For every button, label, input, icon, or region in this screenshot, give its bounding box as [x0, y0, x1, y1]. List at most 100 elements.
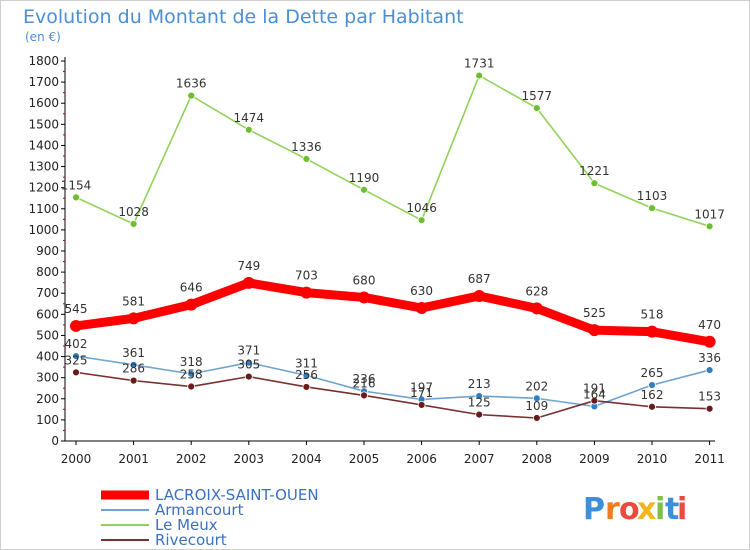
y-tick-label: 1700 [28, 75, 59, 89]
data-label-rivecourt: 258 [180, 368, 203, 382]
data-point-le-meux [705, 222, 714, 231]
x-tick-label: 2003 [234, 452, 265, 466]
series-line-rivecourt [75, 371, 711, 419]
data-label-le-meux: 1636 [176, 77, 207, 91]
data-point-rivecourt [532, 414, 541, 422]
data-label-armancourt: 361 [122, 346, 145, 360]
data-point-rivecourt [302, 383, 311, 391]
data-point-rivecourt [360, 391, 368, 400]
data-point-armancourt [244, 358, 253, 367]
y-tick-label: 1100 [28, 202, 59, 216]
x-tick-label: 2005 [349, 452, 380, 466]
data-label-le-meux: 1028 [118, 205, 149, 219]
data-label-rivecourt: 325 [65, 353, 88, 367]
y-tick-label: 600 [36, 307, 59, 321]
data-point-armancourt [532, 394, 541, 403]
y-tick-label: 900 [36, 244, 59, 258]
chart-subtitle: (en €) [25, 30, 61, 44]
y-tick-label: 1800 [28, 54, 59, 68]
x-tick-label: 2002 [176, 452, 207, 466]
data-label-lacroix-saint-ouen: 630 [410, 284, 433, 298]
y-tick-label: 1300 [28, 160, 59, 174]
data-point-lacroix-saint-ouen [530, 302, 543, 315]
data-label-lacroix-saint-ouen: 581 [122, 294, 145, 308]
data-label-le-meux: 1577 [522, 89, 553, 103]
data-label-armancourt: 336 [698, 351, 721, 365]
data-point-lacroix-saint-ouen [358, 291, 370, 304]
series-layer [70, 71, 716, 422]
data-label-armancourt: 402 [65, 337, 88, 351]
data-label-lacroix-saint-ouen: 470 [698, 318, 721, 332]
legend-label-armancourt: Armancourt [155, 501, 244, 519]
data-point-le-meux [475, 71, 484, 80]
chart-title: Evolution du Montant de la Dette par Hab… [23, 6, 464, 28]
x-tick-label: 2007 [464, 452, 495, 466]
x-tick-label: 2010 [637, 452, 668, 466]
data-point-lacroix-saint-ouen [242, 276, 255, 289]
data-labels: 545 581 646 749 703 680 630 687 628 525 518 470 402 3… [61, 57, 725, 413]
legend-label-rivecourt: Rivecourt [155, 531, 227, 549]
data-label-armancourt: 213 [468, 377, 491, 391]
data-label-armancourt: 236 [353, 372, 376, 386]
data-label-rivecourt: 191 [583, 382, 606, 396]
data-point-lacroix-saint-ouen [415, 302, 428, 314]
y-tick-label: 500 [36, 328, 59, 342]
data-point-rivecourt [417, 400, 426, 409]
data-point-rivecourt [187, 382, 196, 391]
y-tick-label: 700 [36, 286, 59, 300]
data-label-lacroix-saint-ouen: 687 [468, 272, 491, 286]
data-point-le-meux [648, 204, 656, 213]
series-line-le-meux [75, 74, 711, 228]
data-label-lacroix-saint-ouen: 545 [65, 302, 88, 316]
data-point-le-meux [532, 104, 541, 112]
data-label-lacroix-saint-ouen: 628 [525, 284, 548, 298]
data-point-le-meux [129, 220, 138, 228]
data-point-le-meux [302, 155, 311, 163]
data-point-armancourt [648, 381, 656, 389]
logo-letter: i [677, 492, 687, 527]
y-tick-label: 0 [51, 434, 59, 448]
y-tick-label: 1400 [28, 138, 59, 152]
data-point-le-meux [417, 216, 426, 225]
data-label-le-meux: 1017 [694, 207, 725, 221]
data-point-le-meux [187, 91, 196, 100]
data-label-armancourt: 311 [295, 356, 318, 370]
data-label-armancourt: 197 [410, 380, 433, 394]
data-point-lacroix-saint-ouen [127, 312, 140, 325]
data-point-lacroix-saint-ouen [646, 325, 658, 338]
data-point-rivecourt [475, 410, 484, 419]
y-tick-label: 800 [36, 265, 59, 279]
data-label-lacroix-saint-ouen: 518 [641, 308, 664, 322]
legend-label-lacroix-saint-ouen: LACROIX-SAINT-OUEN [155, 486, 319, 504]
legend-label-le-meux: Le Meux [155, 516, 218, 534]
axes: 0 100 200 300 400 500 600 700 800 900 1000 1100 1200… [28, 54, 724, 466]
data-label-rivecourt: 153 [698, 390, 721, 404]
x-tick-label: 2001 [118, 452, 149, 466]
data-label-rivecourt: 162 [641, 388, 664, 402]
data-point-armancourt [129, 360, 138, 369]
data-label-le-meux: 1046 [406, 201, 437, 215]
series-line-armancourt [75, 355, 711, 408]
data-label-armancourt: 318 [180, 355, 203, 369]
data-point-armancourt [187, 369, 196, 378]
logo-letter: x [637, 492, 656, 527]
data-label-lacroix-saint-ouen: 525 [583, 306, 606, 320]
y-tick-label: 1600 [28, 96, 59, 110]
y-tick-label: 1200 [28, 181, 59, 195]
data-label-le-meux: 1336 [291, 140, 322, 154]
data-label-rivecourt: 171 [410, 386, 433, 400]
x-tick-label: 2006 [406, 452, 437, 466]
data-label-armancourt: 371 [237, 344, 260, 358]
data-label-armancourt: 265 [641, 366, 664, 380]
data-point-rivecourt [72, 368, 80, 377]
x-tick-label: 2008 [522, 452, 553, 466]
data-label-rivecourt: 305 [237, 358, 260, 372]
data-point-le-meux [590, 179, 599, 188]
data-label-lacroix-saint-ouen: 703 [295, 269, 318, 283]
data-point-armancourt [475, 392, 484, 400]
data-label-rivecourt: 216 [353, 376, 376, 390]
y-tick-label: 1000 [28, 223, 59, 237]
